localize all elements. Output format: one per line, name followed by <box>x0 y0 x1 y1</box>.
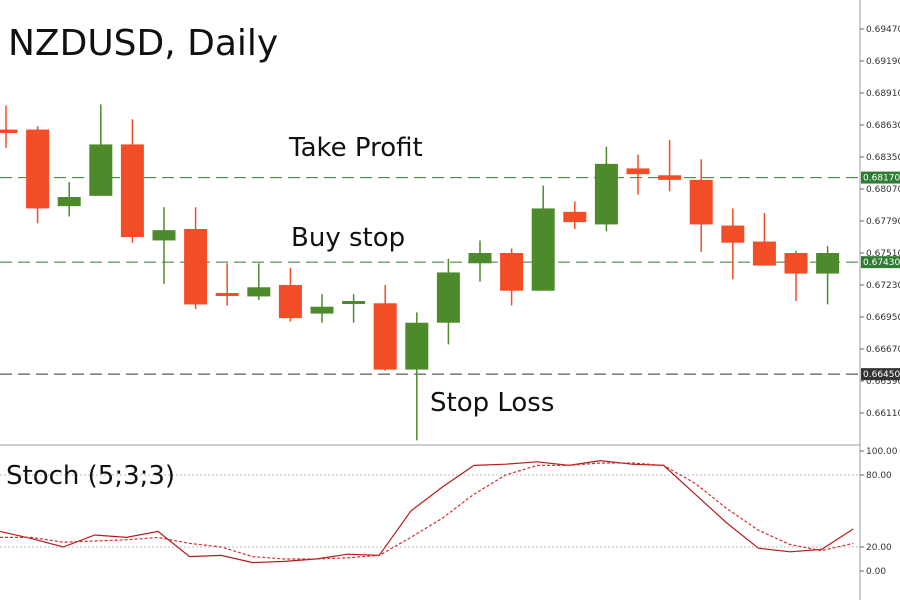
candle-body <box>152 230 176 241</box>
candle-body <box>784 253 808 274</box>
candle-body <box>563 211 587 223</box>
price-tick-label: 0.69190 <box>866 57 900 67</box>
bearish-candle <box>215 263 239 306</box>
candle-body <box>752 241 776 266</box>
candle-body <box>278 285 302 319</box>
bullish-candle <box>152 207 176 284</box>
candle-body <box>57 197 81 207</box>
bearish-candle <box>752 213 776 266</box>
candle-body <box>215 293 239 296</box>
price-tick-label: 0.68910 <box>866 89 900 99</box>
level-badge <box>861 171 900 184</box>
level-label-take-profit: Take Profit <box>288 133 423 163</box>
bearish-candle <box>563 201 587 229</box>
chart-title: NZDUSD, Daily <box>8 23 278 64</box>
candle-body <box>342 301 366 304</box>
level-badge <box>861 256 900 269</box>
level-label-buy-stop: Buy stop <box>291 223 405 253</box>
candle-body <box>626 168 650 175</box>
bearish-candle <box>721 208 745 280</box>
candle-body <box>120 144 144 237</box>
oscillator-tick-label: 0.00 <box>866 567 886 577</box>
bullish-candle <box>436 258 460 345</box>
candle-body <box>468 253 492 264</box>
bearish-candle <box>500 248 524 306</box>
oscillator-tick-label: 80.00 <box>866 471 892 481</box>
candle-body <box>689 179 713 225</box>
candle-body <box>531 208 555 291</box>
price-tick-label: 0.69470 <box>866 25 900 35</box>
candle-body <box>247 287 271 297</box>
price-tick-label: 0.66950 <box>866 313 900 323</box>
stoch-signal-line <box>0 462 854 560</box>
bullish-candle <box>310 294 334 323</box>
bearish-candle <box>373 285 397 371</box>
bullish-candle <box>531 185 555 291</box>
oscillator-tick-label: 100.00 <box>866 447 898 457</box>
candle-body <box>816 253 840 274</box>
oscillator-tick-label: 20.00 <box>866 543 892 553</box>
bearish-candle <box>658 139 682 192</box>
level-badge-label: 0.66450 <box>863 370 900 380</box>
bearish-candle <box>689 159 713 252</box>
candle-body <box>89 144 113 196</box>
oscillator-title: Stoch (5;3;3) <box>6 461 175 491</box>
price-tick-label: 0.68630 <box>866 121 900 131</box>
stoch-main-line <box>0 459 854 564</box>
price-tick-label: 0.66390 <box>866 377 900 387</box>
candle-body <box>500 253 524 291</box>
price-tick-label: 0.67790 <box>866 217 900 227</box>
bullish-candle <box>57 182 81 217</box>
bearish-candle <box>784 250 808 301</box>
candle-body <box>405 322 429 370</box>
candle-body <box>26 129 50 209</box>
candle-body <box>373 303 397 370</box>
bearish-candle <box>120 119 144 243</box>
candle-body <box>0 129 18 133</box>
bullish-candle <box>594 146 618 232</box>
price-tick-label: 0.66670 <box>866 345 900 355</box>
price-tick-label: 0.66110 <box>866 409 900 419</box>
level-badge <box>861 368 900 381</box>
bullish-candle <box>405 312 429 441</box>
candle-body <box>658 175 682 180</box>
bullish-candle <box>468 240 492 282</box>
level-badge-label: 0.67430 <box>863 258 900 268</box>
bearish-candle <box>278 267 302 322</box>
bullish-candle <box>342 294 366 323</box>
price-tick-label: 0.68350 <box>866 153 900 163</box>
candle-body <box>594 163 618 225</box>
price-tick-label: 0.68070 <box>866 185 900 195</box>
candle-body <box>310 306 334 314</box>
level-badge-label: 0.68170 <box>863 174 900 184</box>
bearish-candle <box>26 126 50 224</box>
level-label-stop-loss: Stop Loss <box>430 388 554 418</box>
bearish-candle <box>626 154 650 195</box>
bullish-candle <box>816 246 840 305</box>
bearish-candle <box>0 105 18 148</box>
candle-body <box>436 272 460 323</box>
price-tick-label: 0.67510 <box>866 249 900 259</box>
candle-body <box>721 225 745 243</box>
bearish-candle <box>184 207 208 309</box>
bullish-candle <box>247 263 271 300</box>
bullish-candle <box>89 104 113 196</box>
price-tick-label: 0.67230 <box>866 281 900 291</box>
candle-body <box>184 229 208 305</box>
